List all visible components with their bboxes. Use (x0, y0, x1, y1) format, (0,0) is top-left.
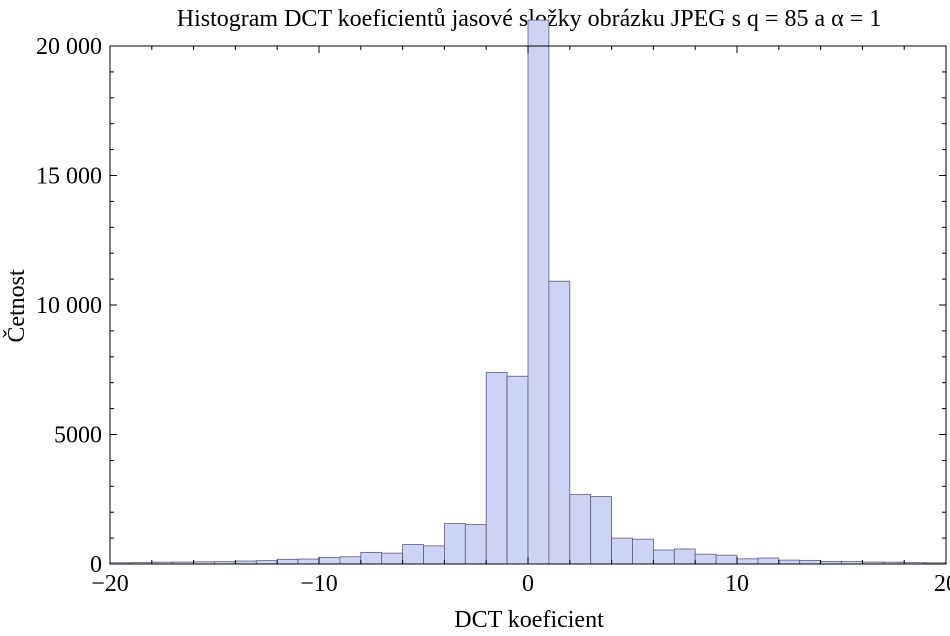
histogram-bar (737, 559, 758, 564)
histogram-bar (674, 549, 695, 564)
histogram-bar (403, 545, 424, 564)
y-tick-label: 0 (90, 552, 102, 578)
histogram-bar (277, 559, 298, 564)
histogram-bar (612, 538, 633, 564)
x-tick-label: −10 (300, 571, 338, 597)
histogram-bar (695, 554, 716, 564)
histogram-bar (319, 558, 340, 564)
histogram-bar (653, 550, 674, 564)
bars-group (110, 20, 946, 564)
histogram-bar (382, 553, 403, 564)
histogram-bar (779, 560, 800, 564)
x-tick-label: 10 (725, 571, 749, 597)
histogram-bar (716, 555, 737, 564)
x-axis-label: DCT koeficient (454, 607, 604, 633)
histogram-chart: Histogram DCT koeficientů jasové složky … (0, 0, 950, 636)
histogram-bar (298, 559, 319, 564)
histogram-bar (465, 525, 486, 564)
histogram-bar (549, 281, 570, 564)
histogram-bar (570, 495, 591, 564)
histogram-bar (486, 372, 507, 564)
histogram-bar (758, 558, 779, 564)
histogram-bar (800, 560, 821, 564)
histogram-bar (340, 557, 361, 564)
histogram-bar (591, 497, 612, 564)
y-tick-label: 10 000 (36, 293, 102, 319)
histogram-bar (633, 539, 654, 564)
histogram-bar (256, 561, 277, 564)
y-tick-label: 15 000 (36, 164, 102, 190)
x-tick-label: 20 (934, 571, 950, 597)
histogram-bar (444, 524, 465, 564)
x-tick-label: 0 (522, 571, 534, 597)
y-axis-label: Četnost (3, 269, 30, 343)
histogram-bar (507, 376, 528, 564)
y-tick-label: 5000 (54, 423, 102, 449)
y-tick-label: 20 000 (36, 34, 102, 60)
histogram-bar (361, 552, 382, 564)
histogram-bar (528, 20, 549, 564)
histogram-bar (424, 546, 445, 564)
